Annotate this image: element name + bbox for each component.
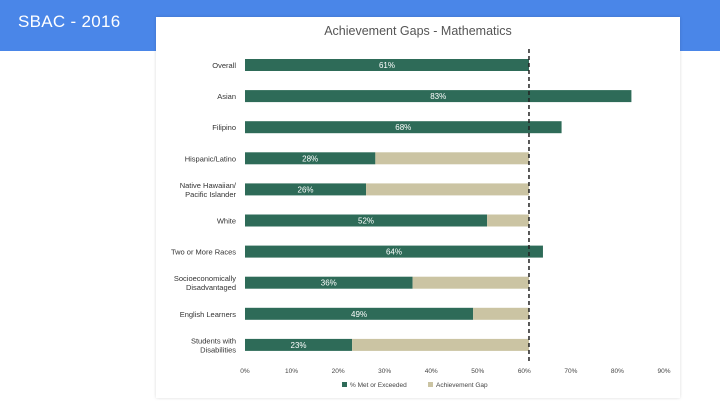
legend-label-1: Achievement Gap xyxy=(436,382,488,389)
slide-title: SBAC - 2016 xyxy=(18,12,121,31)
legend-swatch-0 xyxy=(342,382,347,387)
x-tick-label-5: 50% xyxy=(471,368,484,375)
x-tick-label-3: 30% xyxy=(378,368,391,375)
category-label-0: Overall xyxy=(212,61,236,70)
x-tick-label-7: 70% xyxy=(564,368,577,375)
value-label-9: 23% xyxy=(291,341,307,350)
bar-met-1 xyxy=(245,90,632,103)
bar-met-3 xyxy=(245,152,376,165)
x-tick-label-6: 60% xyxy=(518,368,531,375)
x-tick-label-8: 80% xyxy=(611,368,624,375)
x-tick-label-1: 10% xyxy=(285,368,298,375)
value-label-0: 61% xyxy=(379,61,395,70)
bar-gap-4 xyxy=(366,183,529,196)
bar-gap-3 xyxy=(375,152,529,165)
category-label-5: White xyxy=(217,217,236,226)
value-label-4: 26% xyxy=(298,185,314,194)
category-label-4: Native Hawaiian/Pacific Islander xyxy=(180,181,237,199)
value-label-1: 83% xyxy=(430,92,446,101)
bar-gap-9 xyxy=(352,338,529,351)
bar-met-8 xyxy=(245,307,474,320)
bar-gap-5 xyxy=(487,214,529,227)
category-label-2: Filipino xyxy=(212,123,236,132)
bar-gap-7 xyxy=(412,276,529,289)
legend-swatch-1 xyxy=(428,382,433,387)
achievement-gap-chart: Achievement Gaps - Mathematics 61% Overal… xyxy=(171,24,671,389)
category-label-3: Hispanic/Latino xyxy=(185,154,236,163)
bar-met-6 xyxy=(245,245,543,258)
bar-met-2 xyxy=(245,121,562,134)
legend-label-0: % Met or Exceeded xyxy=(350,382,407,389)
value-label-7: 36% xyxy=(321,279,337,288)
chart-card: Achievement Gaps - Mathematics 61% Overal… xyxy=(156,17,680,398)
x-tick-label-4: 40% xyxy=(425,368,438,375)
bar-met-7 xyxy=(245,276,413,289)
category-label-7: Socioeconomically Disadvantaged xyxy=(174,274,236,292)
x-tick-label-0: 0% xyxy=(240,368,250,375)
value-label-8: 49% xyxy=(351,310,367,319)
category-label-6: Two or More Races xyxy=(171,248,236,257)
x-tick-label-2: 20% xyxy=(332,368,345,375)
category-label-8: English Learners xyxy=(180,310,237,319)
category-label-1: Asian xyxy=(217,92,236,101)
bar-met-5 xyxy=(245,214,488,227)
category-label-9: Students with Disabilities xyxy=(191,336,236,354)
value-label-6: 64% xyxy=(386,248,402,257)
bar-met-0 xyxy=(245,59,529,71)
value-label-5: 52% xyxy=(358,217,374,226)
value-label-2: 68% xyxy=(395,123,411,132)
x-tick-label-9: 90% xyxy=(657,368,670,375)
bar-gap-8 xyxy=(473,307,529,320)
bar-met-9 xyxy=(245,338,353,351)
value-label-3: 28% xyxy=(302,154,318,163)
chart-title: Achievement Gaps - Mathematics xyxy=(324,24,512,38)
bar-met-4 xyxy=(245,183,367,196)
